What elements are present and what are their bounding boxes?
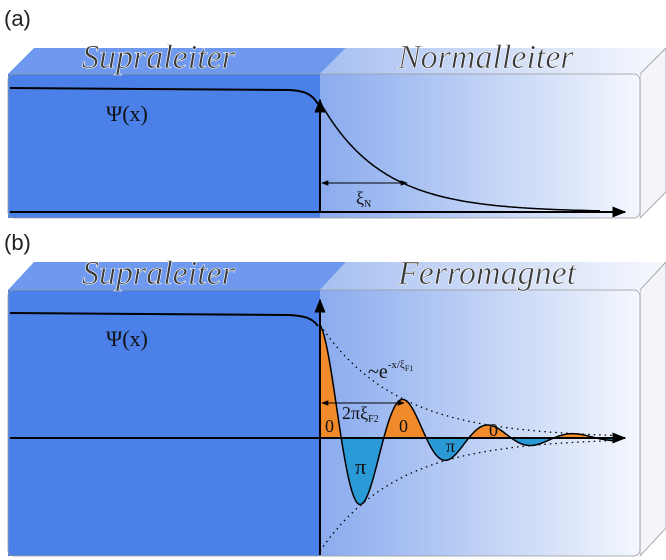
- lobe-label: 0: [325, 416, 334, 436]
- lobe-label: 0: [399, 416, 408, 436]
- wavefunction-label: Ψ(x): [106, 326, 148, 351]
- subscript: N: [364, 199, 371, 210]
- region-label: Supraleiter: [82, 255, 236, 292]
- lobe-label: 0: [489, 420, 498, 440]
- figure: (a) Supraleiter Normalleiter Ψ(x) ξN (b)…: [0, 0, 666, 560]
- exponent: -x/ξ: [388, 359, 405, 371]
- exponent-subscript: F1: [405, 364, 413, 373]
- wavefunction-label: Ψ(x): [106, 101, 148, 126]
- symbol: 2πξ: [342, 403, 368, 423]
- prefix: ~e: [368, 361, 388, 383]
- region-label: Supraleiter: [82, 39, 236, 76]
- lobe-label: π: [355, 454, 366, 479]
- region-label: Normalleiter: [397, 39, 574, 76]
- panel-label: (a): [4, 6, 31, 31]
- panel-label: (b): [4, 230, 31, 255]
- symbol: ξ: [356, 188, 364, 208]
- region-label: Ferromagnet: [397, 255, 578, 292]
- lobe-label: π: [446, 436, 455, 456]
- subscript: F2: [368, 414, 379, 425]
